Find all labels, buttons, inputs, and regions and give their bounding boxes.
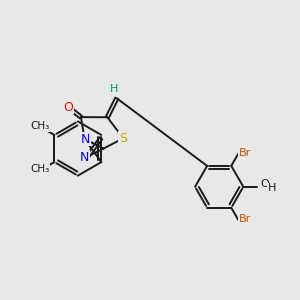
Text: CH₃: CH₃	[30, 164, 50, 174]
Text: N: N	[80, 151, 89, 164]
Text: N: N	[80, 133, 90, 146]
Text: O: O	[260, 179, 269, 189]
Text: O: O	[63, 100, 73, 114]
Text: CH₃: CH₃	[30, 121, 50, 131]
Text: S: S	[119, 132, 127, 145]
Text: Br: Br	[239, 148, 251, 158]
Text: H: H	[110, 85, 118, 94]
Text: Br: Br	[239, 214, 251, 224]
Text: H: H	[268, 183, 276, 193]
